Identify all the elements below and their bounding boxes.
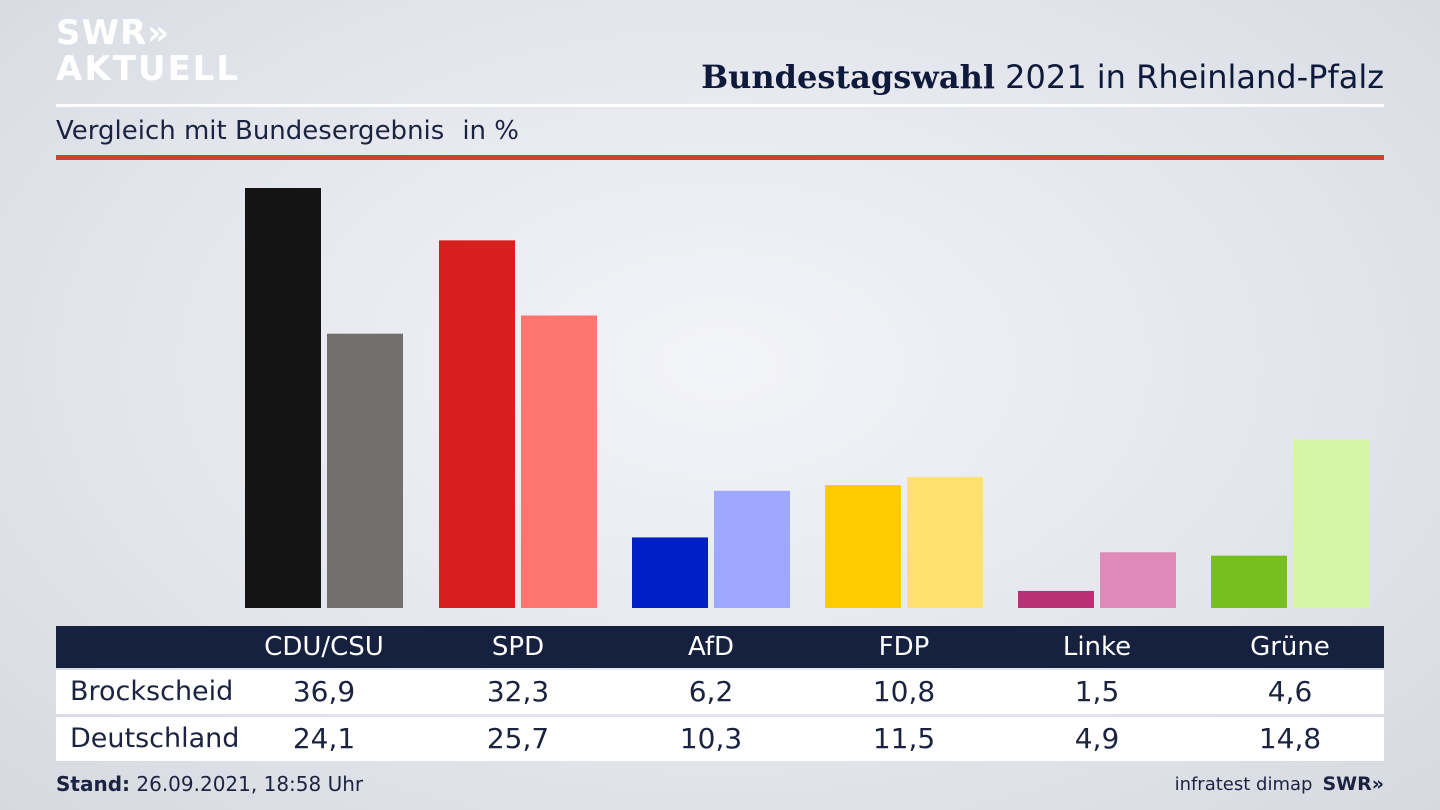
value-label: 32,3 (486, 675, 550, 708)
category-label: FDP (878, 632, 930, 662)
table-row: Brockscheid 36,9 32,3 6,2 10,8 1,5 4,6 (56, 670, 1384, 714)
logo-line-1: SWR» (56, 13, 171, 53)
category-label: AfD (687, 632, 735, 662)
subtitle-unit: in % (462, 116, 519, 146)
swr-brand-logo: SWR» (1322, 773, 1384, 795)
timestamp: Stand: 26.09.2021, 18:58 Uhr (56, 772, 363, 796)
subtitle-text: Vergleich mit Bundesergebnis (56, 116, 445, 146)
bar-spd-deutschland (521, 315, 597, 608)
results-table: CDU/CSU SPD AfD FDP Linke Grüne Brockscheid 3… (56, 626, 1384, 761)
value-label: 11,5 (872, 722, 936, 755)
bar-gr-ne-brockscheid (1211, 555, 1287, 608)
header-divider (56, 104, 1384, 107)
chart-subtitle: Vergleich mit Bundesergebnis in % (56, 116, 519, 146)
bar-cdu-csu-deutschland (327, 333, 403, 608)
category-label: Grüne (1250, 632, 1330, 662)
page-title: Bundestagswahl 2021 in Rheinland-Pfalz (701, 58, 1384, 96)
stand-value: 26.09.2021, 18:58 Uhr (130, 772, 364, 796)
bar-linke-brockscheid (1018, 590, 1094, 608)
category-label: SPD (491, 632, 545, 662)
title-bold: Bundestagswahl (701, 58, 995, 96)
source-credit: infratest dimap SWR» (1175, 773, 1384, 795)
bar-chart (245, 188, 1369, 608)
bar-gr-ne-deutschland (1293, 439, 1369, 608)
title-rest: 2021 in Rheinland-Pfalz (995, 58, 1384, 96)
bar-afd-brockscheid (632, 537, 708, 608)
bar-linke-deutschland (1100, 552, 1176, 608)
table-row: Deutschland 24,1 25,7 10,3 11,5 4,9 14,8 (56, 717, 1384, 761)
value-label: 4,6 (1267, 675, 1313, 708)
value-label: 25,7 (486, 722, 550, 755)
stand-label: Stand: (56, 772, 131, 796)
bar-spd-brockscheid (439, 240, 515, 608)
swr-aktuell-logo: SWR» AKTUELL (56, 16, 240, 86)
value-label: 1,5 (1074, 675, 1120, 708)
table-header: CDU/CSU SPD AfD FDP Linke Grüne (56, 626, 1384, 668)
bar-cdu-csu-brockscheid (245, 188, 321, 608)
logo-line-2: AKTUELL (56, 49, 241, 89)
bar-afd-deutschland (714, 490, 790, 608)
category-label: CDU/CSU (264, 632, 384, 662)
value-label: 10,3 (679, 722, 743, 755)
value-label: 10,8 (872, 675, 936, 708)
row-label: Brockscheid (70, 676, 234, 707)
source-text: infratest dimap (1174, 774, 1313, 795)
value-label: 24,1 (292, 722, 356, 755)
value-label: 36,9 (292, 675, 356, 708)
row-label: Deutschland (70, 723, 240, 754)
bar-fdp-brockscheid (825, 485, 901, 608)
bar-fdp-deutschland (907, 477, 983, 608)
value-label: 4,9 (1074, 722, 1120, 755)
value-label: 6,2 (688, 675, 734, 708)
value-label: 14,8 (1258, 722, 1322, 755)
accent-divider (56, 155, 1384, 160)
category-label: Linke (1062, 632, 1132, 662)
